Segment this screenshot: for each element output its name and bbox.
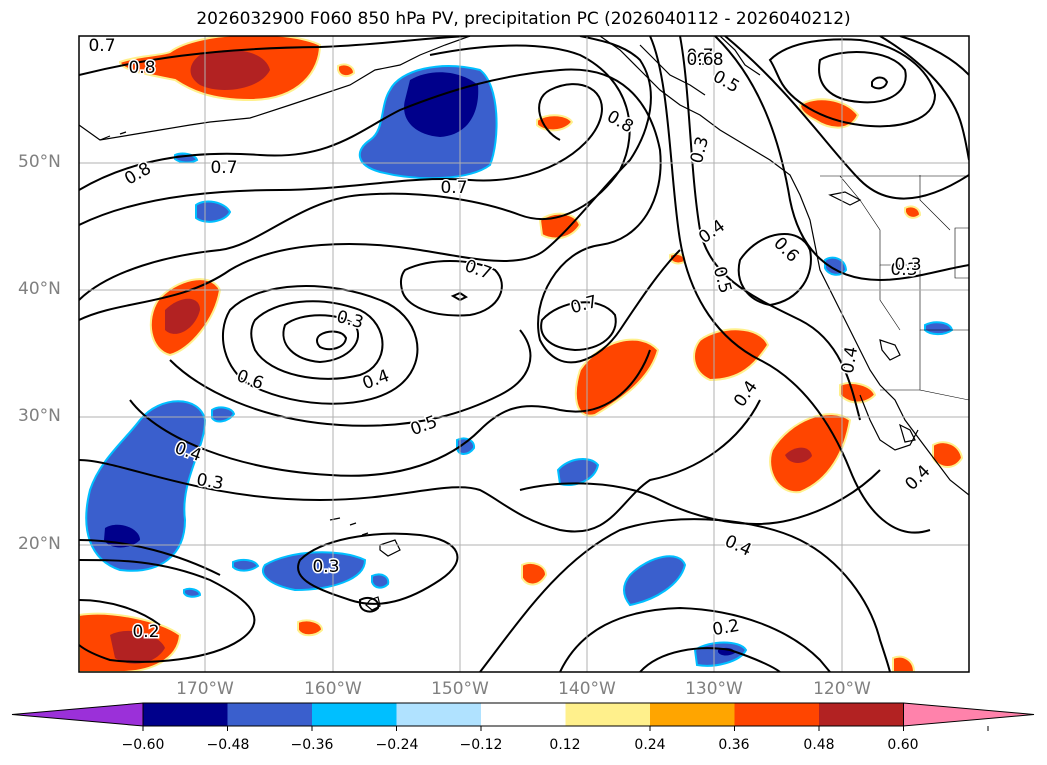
colorbar-tick-label: −0.24 [375,737,419,753]
contour-label: 0.7 [440,178,467,198]
contour-label: 0.7 [210,158,237,178]
contour-label: 0.3 [894,255,921,275]
colorbar-segment [650,703,735,726]
contour-label: 0.8 [128,58,155,78]
contour-label: 0.2 [132,622,159,642]
longitude-label: 130°W [685,679,743,699]
colorbar-segment [396,703,482,726]
longitude-label: 120°W [813,679,871,699]
longitude-label: 160°W [304,679,362,699]
colorbar-segment [819,703,904,726]
contour-label: 0.7 [686,46,713,66]
precipitation-anomaly-layer [79,36,964,672]
colorbar-tick-label: 0.36 [718,737,750,753]
contour-label: 0.3 [312,557,339,577]
colorbar-tick-label: 0.60 [887,737,919,753]
colorbar-outline [142,702,904,727]
longitude-label: 170°W [176,679,234,699]
colorbar-tick-label: −0.36 [290,737,334,753]
colorbar-segment [227,703,313,726]
colorbar-segment [565,703,651,726]
longitude-label: 140°W [558,679,616,699]
border-layer [820,175,969,401]
colorbar-segment [312,703,397,726]
contour-label: 0.8 [696,50,723,70]
colorbar-segment [143,703,228,726]
map-title: 2026032900 F060 850 hPa PV, precipitatio… [196,9,851,29]
colorbar-tick-label: −0.60 [121,737,165,753]
colorbar-tick-label: 0.48 [803,737,835,753]
contour-label: 0.6 [686,50,713,70]
map-frame [78,35,970,673]
colorbar [11,702,1035,731]
colorbar-tick-label: −0.48 [206,737,250,753]
colorbar-tick-label: 0.24 [634,737,666,753]
colorbar-tick-label: −0.12 [459,737,503,753]
latitude-label: 20°N [18,534,61,554]
colorbar-segment [734,703,820,726]
colorbar-extension-low [11,702,144,727]
gridline-layer [79,36,969,672]
contour-label: 0.7 [88,36,115,56]
latitude-label: 50°N [18,152,61,172]
longitude-label: 150°W [431,679,489,699]
contour-label: 0.3 [890,260,917,280]
colorbar-extension-high [903,702,1035,727]
colorbar-tick-label: 0.12 [549,737,581,753]
contour-label: 0.2 [711,616,741,640]
latitude-label: 30°N [18,406,61,426]
colorbar-segment [481,703,566,726]
latitude-label: 40°N [18,279,61,299]
